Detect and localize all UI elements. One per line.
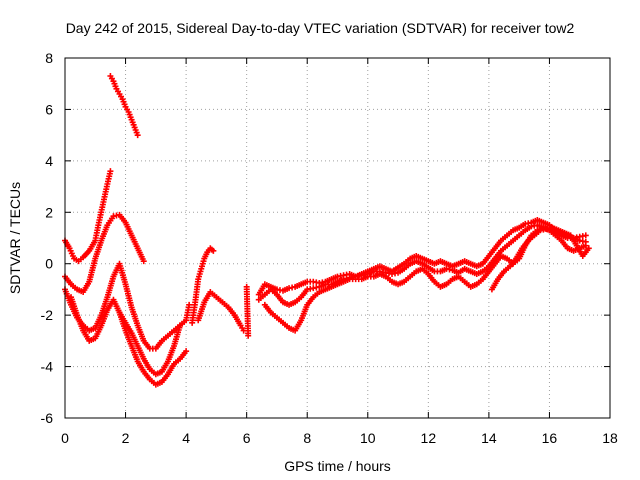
data-point [585, 245, 592, 252]
series-track-8 [195, 289, 247, 334]
series-track-13 [488, 224, 592, 293]
series-track-7 [189, 245, 217, 326]
x-axis-title: GPS time / hours [284, 458, 391, 474]
plot-frame [64, 57, 611, 419]
grid [65, 58, 610, 418]
y-tick-label: 8 [45, 50, 53, 66]
x-tick-label: 8 [303, 430, 311, 446]
data-point [134, 132, 141, 139]
data-point [582, 242, 589, 249]
x-tick-label: 2 [122, 430, 130, 446]
series-track-6 [116, 309, 184, 378]
data-point [186, 301, 193, 308]
x-tick-label: 0 [61, 430, 69, 446]
x-tick-label: 14 [481, 430, 497, 446]
series-track-1 [107, 73, 141, 139]
series-track-3 [62, 211, 147, 295]
y-tick-label: -6 [41, 410, 54, 426]
series-track-9 [243, 283, 252, 339]
data-point [245, 332, 252, 339]
x-tick-label: 10 [360, 430, 376, 446]
y-tick-label: 0 [45, 256, 53, 272]
data-points [62, 73, 592, 388]
y-tick-label: -2 [41, 307, 54, 323]
data-point [107, 168, 114, 175]
data-point [183, 348, 190, 355]
series-track-5 [68, 294, 190, 388]
series-track-2 [62, 168, 114, 265]
chart-title: Day 242 of 2015, Sidereal Day-to-day VTE… [66, 20, 575, 36]
y-axis-title: SDTVAR / TECUs [7, 182, 23, 294]
data-point [210, 247, 217, 254]
y-tick-label: 6 [45, 101, 53, 117]
data-point [177, 322, 184, 329]
series-track-12 [255, 222, 589, 308]
axis-ticks: 0 2 4 6 8 10 12 14 16 18 -6 -4 -2 0 2 4 6 8 [41, 50, 618, 446]
x-tick-label: 16 [542, 430, 558, 446]
y-tick-label: 4 [45, 153, 53, 169]
x-tick-label: 4 [182, 430, 190, 446]
x-tick-label: 18 [602, 430, 618, 446]
x-tick-label: 6 [243, 430, 251, 446]
data-point [582, 232, 589, 239]
data-point [140, 258, 147, 265]
y-tick-label: 2 [45, 204, 53, 220]
x-tick-label: 12 [421, 430, 437, 446]
y-tick-label: -4 [41, 359, 54, 375]
